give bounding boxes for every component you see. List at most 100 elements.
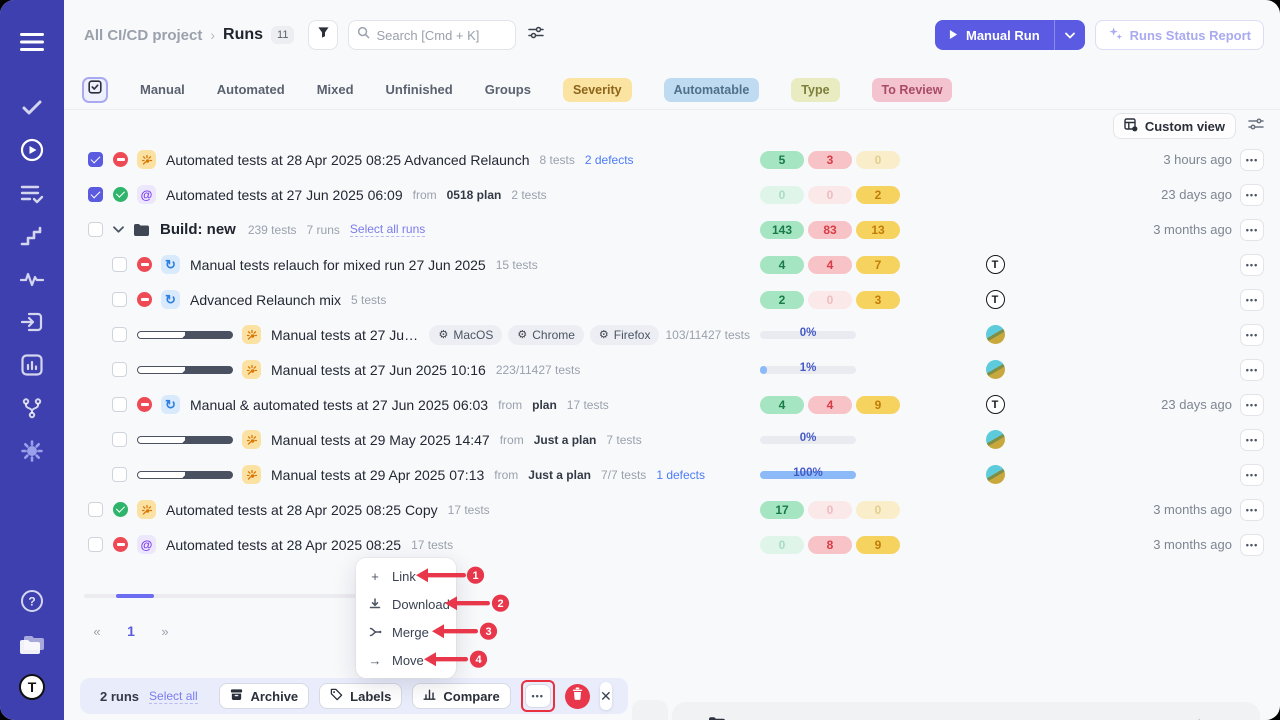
sidebar-item-runs[interactable] <box>10 128 54 171</box>
tab-manual[interactable]: Manual <box>140 82 185 97</box>
row-more-button[interactable]: ••• <box>1240 428 1264 451</box>
table-row[interactable]: Automated tests at 28 Apr 2025 08:25 Cop… <box>64 492 1280 527</box>
row-more-button[interactable]: ••• <box>1240 288 1264 311</box>
row-checkbox[interactable] <box>112 362 127 377</box>
sidebar-item-analytics[interactable] <box>10 343 54 386</box>
row-more-button[interactable]: ••• <box>1240 218 1264 241</box>
sidebar-item-tests[interactable] <box>10 85 54 128</box>
run-title[interactable]: Manual tests at 29 May 2025 14:47 <box>271 431 490 448</box>
chevron-down-icon[interactable] <box>113 226 124 233</box>
row-checkbox-checked[interactable] <box>88 152 103 167</box>
context-menu-item-link[interactable]: + Link <box>356 562 456 590</box>
tab-automated[interactable]: Automated <box>216 82 285 97</box>
run-title[interactable]: Automated tests at 28 Apr 2025 08:25 Cop… <box>166 501 438 518</box>
run-title[interactable]: Manual tests relauch for mixed run 27 Ju… <box>190 256 486 273</box>
scrollbar-thumb[interactable] <box>116 594 154 598</box>
run-title[interactable]: Manual & automated tests at 27 Jun 2025 … <box>190 396 489 413</box>
table-group-row[interactable]: Build: new 239 tests 7 runs Select all r… <box>64 212 1280 247</box>
sidebar-item-traceability[interactable] <box>10 386 54 429</box>
table-row[interactable]: Manual tests at 29 Apr 2025 07:13 from J… <box>64 457 1280 492</box>
row-more-button[interactable]: ••• <box>1240 498 1264 521</box>
run-title[interactable]: Manual tests at 29 Apr 2025 07:13 <box>271 466 485 483</box>
sidebar-item-settings[interactable] <box>10 429 54 472</box>
filter-button[interactable] <box>308 20 339 50</box>
filter-badge-type[interactable]: Type <box>791 77 840 102</box>
pagination-prev-button[interactable]: « <box>93 623 101 639</box>
row-checkbox[interactable] <box>112 432 127 447</box>
sidebar-item-projects[interactable] <box>10 622 54 665</box>
filter-badge-automatable[interactable]: Automatable <box>663 77 760 102</box>
row-more-button[interactable]: ••• <box>1240 463 1264 486</box>
expand-chevron-icon[interactable]: ❯ <box>1187 715 1209 720</box>
select-all-link[interactable]: Select all <box>149 688 198 704</box>
run-title[interactable]: Automated tests at 27 Jun 2025 06:09 <box>166 186 403 203</box>
tab-unfinished[interactable]: Unfinished <box>385 82 453 97</box>
row-checkbox[interactable] <box>112 257 127 272</box>
manual-run-button[interactable]: Manual Run <box>935 20 1054 50</box>
row-checkbox[interactable] <box>88 537 103 552</box>
owner-avatar-photo[interactable] <box>985 360 1005 379</box>
table-row[interactable]: ↻ Advanced Relaunch mix 5 tests 2 0 3 T … <box>64 282 1280 317</box>
owner-avatar-t[interactable]: T <box>985 395 1005 414</box>
compare-button[interactable]: Compare <box>412 683 511 709</box>
user-avatar[interactable]: T <box>10 665 54 708</box>
sidebar-item-shared-steps[interactable] <box>10 214 54 257</box>
group-title[interactable]: Build: new <box>160 221 236 238</box>
search-box[interactable] <box>348 20 517 50</box>
view-settings-icon[interactable] <box>1248 117 1264 136</box>
select-mode-toggle-button[interactable] <box>82 76 108 103</box>
row-more-button[interactable]: ••• <box>1240 148 1264 171</box>
owner-avatar-photo[interactable] <box>985 325 1005 344</box>
table-row[interactable]: ↻ Manual & automated tests at 27 Jun 202… <box>64 387 1280 422</box>
close-bulk-bar-button[interactable]: ✕ <box>599 682 612 710</box>
manual-run-dropdown-button[interactable] <box>1055 20 1085 50</box>
owner-avatar-photo[interactable] <box>985 465 1005 484</box>
labels-button[interactable]: Labels <box>319 683 403 709</box>
sidebar-item-milestones[interactable] <box>10 257 54 300</box>
filter-badge-severity[interactable]: Severity <box>562 77 632 102</box>
row-checkbox[interactable] <box>112 327 127 342</box>
row-checkbox-checked[interactable] <box>88 187 103 202</box>
sidebar-item-help[interactable]: ? <box>10 579 54 622</box>
row-more-button[interactable]: ••• <box>1240 358 1264 381</box>
owner-avatar-t[interactable]: T <box>985 255 1005 274</box>
table-row[interactable]: Manual tests at 27 Jun 2025 10:16 223/11… <box>64 352 1280 387</box>
run-title[interactable]: Automated tests at 28 Apr 2025 08:25 Adv… <box>166 151 530 168</box>
table-row[interactable]: Manual tests at 29 May 2025 14:47 from J… <box>64 422 1280 457</box>
run-defects-link[interactable]: 1 defects <box>656 467 706 482</box>
breadcrumb-project[interactable]: All CI/CD project <box>84 26 203 44</box>
context-menu-item-move[interactable]: → Move <box>356 646 456 674</box>
row-checkbox[interactable] <box>112 292 127 307</box>
context-menu-item-merge[interactable]: Merge <box>356 618 456 646</box>
row-more-button[interactable]: ••• <box>1240 393 1264 416</box>
pagination-next-button[interactable]: » <box>161 623 169 639</box>
sidebar-item-test-plans[interactable] <box>10 171 54 214</box>
row-checkbox[interactable] <box>88 222 103 237</box>
bulk-more-button[interactable]: ••• <box>524 684 551 708</box>
filter-badge-to-review[interactable]: To Review <box>871 77 953 102</box>
table-row[interactable]: @ Automated tests at 27 Jun 2025 06:09 f… <box>64 177 1280 212</box>
context-menu-item-download[interactable]: Download <box>356 590 456 618</box>
run-title[interactable]: Automated tests at 28 Apr 2025 08:25 <box>166 536 402 553</box>
table-row[interactable]: Manual tests at 27 Jun 2025 10:35 ⚙MacOS… <box>64 317 1280 352</box>
select-all-runs-link[interactable]: Select all runs <box>349 222 426 237</box>
row-checkbox[interactable] <box>112 467 127 482</box>
search-input[interactable] <box>376 27 508 43</box>
row-more-button[interactable]: ••• <box>1240 253 1264 276</box>
table-row[interactable]: Automated tests at 28 Apr 2025 08:25 Adv… <box>64 142 1280 177</box>
owner-avatar-photo[interactable] <box>985 430 1005 449</box>
run-defects-link[interactable]: 2 defects <box>584 152 634 167</box>
table-row[interactable]: @ Automated tests at 28 Apr 2025 08:25 1… <box>64 527 1280 562</box>
row-checkbox[interactable] <box>88 502 103 517</box>
row-checkbox[interactable] <box>112 397 127 412</box>
docked-panel-stub[interactable] <box>632 700 668 720</box>
tab-mixed[interactable]: Mixed <box>316 82 354 97</box>
archive-button[interactable]: Archive <box>219 683 310 709</box>
delete-button[interactable] <box>564 683 590 709</box>
sidebar-item-import[interactable] <box>10 300 54 343</box>
horizontal-scrollbar[interactable] <box>84 594 384 598</box>
run-title[interactable]: Manual tests at 27 Jun 2025 10:16 <box>271 361 486 378</box>
row-more-button[interactable]: ••• <box>1240 323 1264 346</box>
groups-archive-panel[interactable]: Groups Archive ❯ <box>672 702 1260 720</box>
custom-view-button[interactable]: Custom view <box>1112 113 1236 139</box>
